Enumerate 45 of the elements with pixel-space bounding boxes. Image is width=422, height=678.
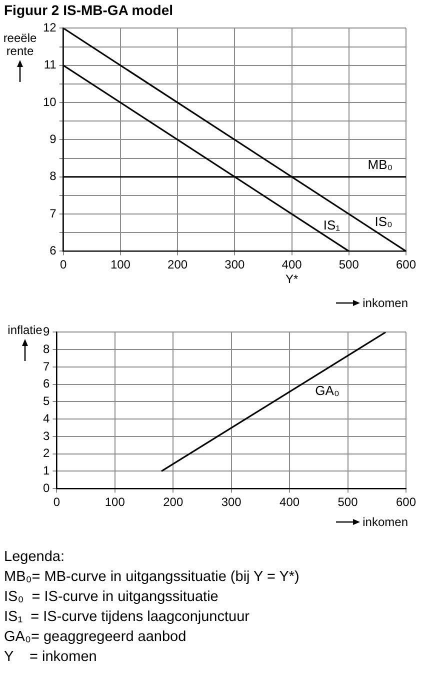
series-label: GA₀ <box>315 382 340 398</box>
y-tick-label: 0 <box>42 480 50 495</box>
y-tick-label: 10 <box>42 94 57 109</box>
y-tick-label: 3 <box>42 428 50 443</box>
y-tick-label: 2 <box>42 446 50 460</box>
text: IS₀ = IS-curve in uitgangssituatie <box>4 588 220 607</box>
y-tick-label: 6 <box>50 244 57 258</box>
series-label: MB₀ <box>368 156 393 172</box>
y-tick-label: 7 <box>50 206 57 220</box>
text: IS₁ = IS-curve tijdens laagconjunctuur <box>4 608 250 627</box>
x-tick-label: 100 <box>110 258 131 272</box>
x-axis-title: inkomen <box>362 296 408 310</box>
x-tick-label: 600 <box>396 258 416 272</box>
text: MB₀= MB-curve in uitgangssituatie (bij Y = Y*) <box>4 568 300 587</box>
y-tick-label: 12 <box>42 20 57 35</box>
x-tick-label: 200 <box>168 258 188 272</box>
x-tick-label: 200 <box>163 495 184 510</box>
y-tick-label: 8 <box>42 342 50 356</box>
x-tick-label: 400 <box>280 495 300 510</box>
x-tick-label: 0 <box>60 258 68 272</box>
y-axis-title: inflatie <box>8 323 42 337</box>
x-tick-label: 500 <box>338 495 358 510</box>
series-label: IS₀ <box>374 214 392 229</box>
y-tick-label: 8 <box>50 169 57 184</box>
x-tick-label: 400 Y* <box>282 258 302 286</box>
y-tick-label: 9 <box>50 132 57 146</box>
text: Legenda: <box>4 548 66 567</box>
y-tick-label: 6 <box>42 376 50 391</box>
x-tick-label: 600 <box>396 495 416 510</box>
text: GA₀= geaggregeerd aanbod <box>4 628 188 647</box>
y-tick-label: 9 <box>42 324 50 339</box>
x-tick-label: 300 <box>221 495 242 510</box>
x-tick-label: 100 <box>104 495 126 510</box>
series-label: IS₁ <box>323 218 341 233</box>
y-tick-label: 7 <box>42 359 50 374</box>
y-tick-label: 5 <box>42 394 50 408</box>
y-tick-label: 4 <box>42 411 50 426</box>
x-axis-title: inkomen <box>362 515 408 529</box>
x-tick-label: 500 <box>338 258 360 272</box>
x-tick-label: 300 <box>224 258 246 272</box>
y-tick-label: 11 <box>44 58 57 72</box>
y-axis-title: reeële rente <box>2 31 38 58</box>
y-tick-label: 1 <box>42 464 50 478</box>
text: Y = inkomen <box>4 648 98 667</box>
chart-title: Figuur 2 IS-MB-GA model <box>4 2 174 18</box>
